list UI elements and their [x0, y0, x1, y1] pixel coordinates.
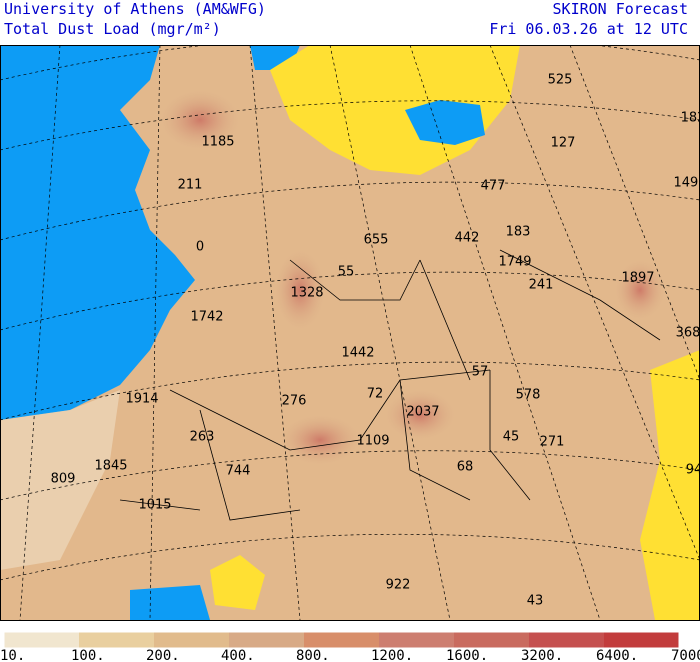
- dust-value-label: 2037: [406, 405, 439, 420]
- institution: University of Athens (AM&WFG): [4, 0, 266, 18]
- dust-maximum: [160, 90, 240, 150]
- color-segment: [454, 632, 529, 648]
- model: SKIRON Forecast: [553, 0, 688, 18]
- color-segment: [4, 632, 79, 648]
- dust-value-label: 1493: [673, 176, 700, 191]
- colorbar-label: 3200.: [521, 648, 563, 662]
- colorbar-label: 200.: [146, 648, 180, 662]
- dust-value-label: 1897: [621, 271, 654, 286]
- dust-value-label: 1845: [94, 459, 127, 474]
- color-segment: [379, 632, 454, 648]
- dust-value-label: 744: [226, 464, 251, 479]
- dust-value-label: 1914: [125, 392, 158, 407]
- dust-value-label: 1742: [190, 310, 223, 325]
- colorbar-label: 400.: [221, 648, 255, 662]
- dust-maximum: [615, 260, 665, 320]
- dust-value-label: 271: [540, 435, 565, 450]
- dust-value-label: 477: [481, 179, 506, 194]
- dust-value-label: 809: [51, 472, 76, 487]
- dust-maximum: [275, 250, 325, 330]
- colorbar-label: 1600.: [446, 648, 488, 662]
- colorbar: 10. 100. 200. 400. 800. 1200. 1600. 3200. 6400. 7…: [0, 631, 700, 662]
- variable: Total Dust Load (mgr/m²): [4, 20, 221, 38]
- dust-value-label: 922: [386, 578, 411, 593]
- dust-value-label: 68: [457, 460, 474, 475]
- low-dust: [210, 555, 265, 610]
- dust-value-label: 1328: [290, 286, 323, 301]
- dust-value-label: 1015: [138, 498, 171, 513]
- colorbar-label: 7000.: [671, 648, 700, 662]
- colorbar-label: 1200.: [371, 648, 413, 662]
- colorbar-label: 100.: [71, 648, 105, 662]
- dust-light: [0, 390, 120, 570]
- dust-value-label: 1749: [498, 255, 531, 270]
- dust-value-label: 211: [178, 178, 203, 193]
- dust-value-label: 183: [506, 225, 531, 240]
- dust-value-label: 94: [686, 463, 700, 478]
- dust-value-label: 1109: [356, 434, 389, 449]
- dust-value-label: 72: [367, 387, 384, 402]
- map: 525 182 127 1185 477 1493 211 0 655 442 183 1749 55 1…: [0, 45, 700, 620]
- color-segment: [604, 632, 679, 648]
- graticule: [0, 45, 700, 620]
- color-segment: [79, 632, 154, 648]
- black-sea: [405, 100, 485, 145]
- color-segment: [154, 632, 229, 648]
- dust-value-label: 525: [548, 73, 573, 88]
- borders: [119, 249, 661, 521]
- dust-value-label: 578: [516, 388, 541, 403]
- color-segment: [304, 632, 379, 648]
- dust-value-label: 182: [681, 111, 700, 126]
- dust-value-label: 1442: [341, 346, 374, 361]
- color-segment: [529, 632, 604, 648]
- dust-value-label: 45: [503, 430, 520, 445]
- dust-value-label: 276: [282, 394, 307, 409]
- atlantic: [0, 45, 195, 420]
- forecast-time: Fri 06.03.26 at 12 UTC: [489, 20, 688, 38]
- colorbar-label: 10.: [0, 648, 25, 662]
- dust-value-label: 442: [455, 231, 480, 246]
- dust-value-label: 1185: [201, 135, 234, 150]
- dust-value-label: 55: [338, 265, 355, 280]
- dust-value-label: 127: [551, 136, 576, 151]
- colorbar-label: 6400.: [596, 648, 638, 662]
- colorbar-label: 800.: [296, 648, 330, 662]
- color-segment: [229, 632, 304, 648]
- dust-value-label: 655: [364, 233, 389, 248]
- colorbar-frame: [3, 631, 680, 649]
- low-dust: [640, 350, 700, 620]
- dust-value-label: 57: [472, 365, 489, 380]
- dust-maximum: [280, 415, 360, 465]
- dust-value-label: 368: [676, 326, 700, 341]
- dust-value-label: 43: [527, 594, 544, 609]
- sea: [130, 585, 210, 620]
- dust-value-label: 0: [196, 240, 204, 255]
- dust-value-label: 263: [190, 430, 215, 445]
- dust-value-label: 241: [529, 278, 554, 293]
